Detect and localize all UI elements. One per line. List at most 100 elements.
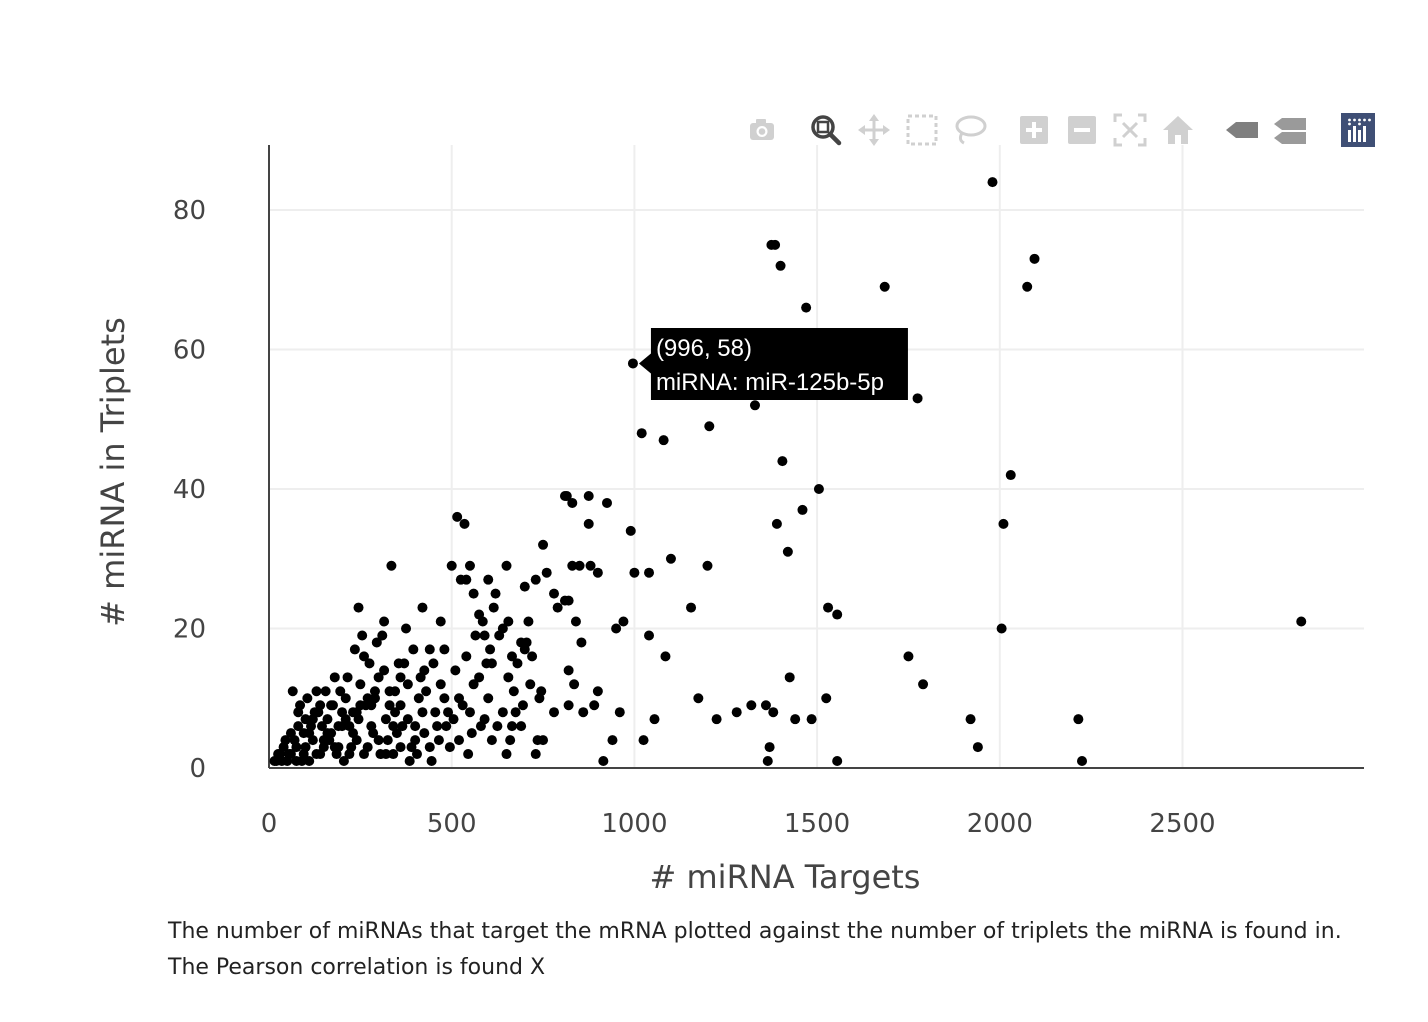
data-point[interactable]	[464, 560, 475, 571]
data-point[interactable]	[402, 679, 413, 690]
data-point[interactable]	[488, 602, 499, 613]
data-point[interactable]	[1022, 281, 1033, 292]
data-point[interactable]	[530, 749, 541, 760]
camera-button[interactable]	[744, 112, 780, 148]
data-point[interactable]	[549, 707, 560, 718]
data-point[interactable]	[452, 511, 463, 522]
data-point[interactable]	[428, 658, 439, 669]
data-point[interactable]	[421, 686, 432, 697]
data-point[interactable]	[475, 721, 486, 732]
data-point[interactable]	[512, 658, 523, 669]
zoom-in-button[interactable]	[1016, 112, 1052, 148]
data-point[interactable]	[746, 700, 757, 711]
data-point[interactable]	[359, 651, 370, 662]
data-point[interactable]	[355, 700, 366, 711]
data-point[interactable]	[823, 602, 834, 613]
data-point[interactable]	[574, 560, 585, 571]
data-point[interactable]	[300, 714, 311, 725]
data-point[interactable]	[490, 588, 501, 599]
data-point[interactable]	[636, 428, 647, 439]
data-point[interactable]	[384, 700, 395, 711]
data-point[interactable]	[649, 714, 660, 725]
data-point[interactable]	[298, 749, 309, 760]
data-point[interactable]	[415, 672, 426, 683]
lasso-select-button[interactable]	[952, 112, 988, 148]
data-point[interactable]	[1073, 714, 1084, 725]
data-point[interactable]	[293, 721, 304, 732]
data-point[interactable]	[291, 742, 302, 753]
data-point[interactable]	[563, 700, 574, 711]
data-point[interactable]	[424, 742, 435, 753]
data-point[interactable]	[450, 665, 461, 676]
data-point[interactable]	[567, 497, 578, 508]
data-point[interactable]	[538, 735, 549, 746]
data-point[interactable]	[658, 435, 669, 446]
data-point[interactable]	[552, 602, 563, 613]
plotly-logo-button[interactable]	[1340, 112, 1376, 148]
data-point[interactable]	[806, 714, 817, 725]
data-point[interactable]	[530, 574, 541, 585]
data-point[interactable]	[448, 714, 459, 725]
data-point[interactable]	[503, 672, 514, 683]
reset-axes-button[interactable]	[1160, 112, 1196, 148]
data-point[interactable]	[598, 756, 609, 767]
data-point[interactable]	[326, 728, 337, 739]
data-point[interactable]	[583, 518, 594, 529]
data-point[interactable]	[497, 707, 508, 718]
data-point[interactable]	[410, 721, 421, 732]
data-point[interactable]	[731, 707, 742, 718]
data-point[interactable]	[304, 756, 315, 767]
data-point[interactable]	[346, 742, 357, 753]
data-point[interactable]	[506, 721, 517, 732]
data-point[interactable]	[764, 742, 775, 753]
data-point[interactable]	[702, 560, 713, 571]
data-point[interactable]	[762, 756, 773, 767]
data-point[interactable]	[419, 728, 430, 739]
data-point[interactable]	[912, 393, 923, 404]
data-point[interactable]	[333, 721, 344, 732]
data-point[interactable]	[760, 700, 771, 711]
data-point[interactable]	[644, 567, 655, 578]
data-point[interactable]	[379, 616, 390, 627]
data-point[interactable]	[481, 658, 492, 669]
data-point[interactable]	[402, 714, 413, 725]
data-point[interactable]	[386, 560, 397, 571]
data-point[interactable]	[311, 686, 322, 697]
data-point[interactable]	[625, 525, 636, 536]
data-point[interactable]	[578, 707, 589, 718]
data-point[interactable]	[364, 658, 375, 669]
data-point[interactable]	[903, 651, 914, 662]
data-point[interactable]	[377, 630, 388, 641]
data-point[interactable]	[782, 546, 793, 557]
data-point[interactable]	[413, 693, 424, 704]
data-point[interactable]	[348, 707, 359, 718]
data-point[interactable]	[501, 560, 512, 571]
data-point[interactable]	[801, 302, 812, 313]
box-select-button[interactable]	[904, 112, 940, 148]
data-point[interactable]	[501, 749, 512, 760]
data-point[interactable]	[768, 707, 779, 718]
data-point[interactable]	[611, 623, 622, 634]
data-point[interactable]	[503, 616, 514, 627]
data-point[interactable]	[1005, 470, 1016, 481]
data-point[interactable]	[477, 616, 488, 627]
data-point[interactable]	[373, 672, 384, 683]
data-point[interactable]	[601, 497, 612, 508]
data-point[interactable]	[711, 714, 722, 725]
data-point[interactable]	[353, 602, 364, 613]
data-point[interactable]	[485, 644, 496, 655]
data-point[interactable]	[380, 749, 391, 760]
data-point[interactable]	[519, 581, 530, 592]
data-point[interactable]	[444, 742, 455, 753]
data-point[interactable]	[536, 686, 547, 697]
data-point[interactable]	[525, 679, 536, 690]
data-point[interactable]	[918, 679, 929, 690]
data-point[interactable]	[479, 630, 490, 641]
data-point[interactable]	[285, 728, 296, 739]
data-point[interactable]	[563, 595, 574, 606]
data-point[interactable]	[832, 756, 843, 767]
data-point[interactable]	[1077, 756, 1088, 767]
data-point[interactable]	[379, 665, 390, 676]
data-point[interactable]	[349, 644, 360, 655]
scatter-plot[interactable]: 0 500 1000 1500 2000 2500 0 20 40 60 80 # miRNA T…	[0, 0, 1428, 910]
